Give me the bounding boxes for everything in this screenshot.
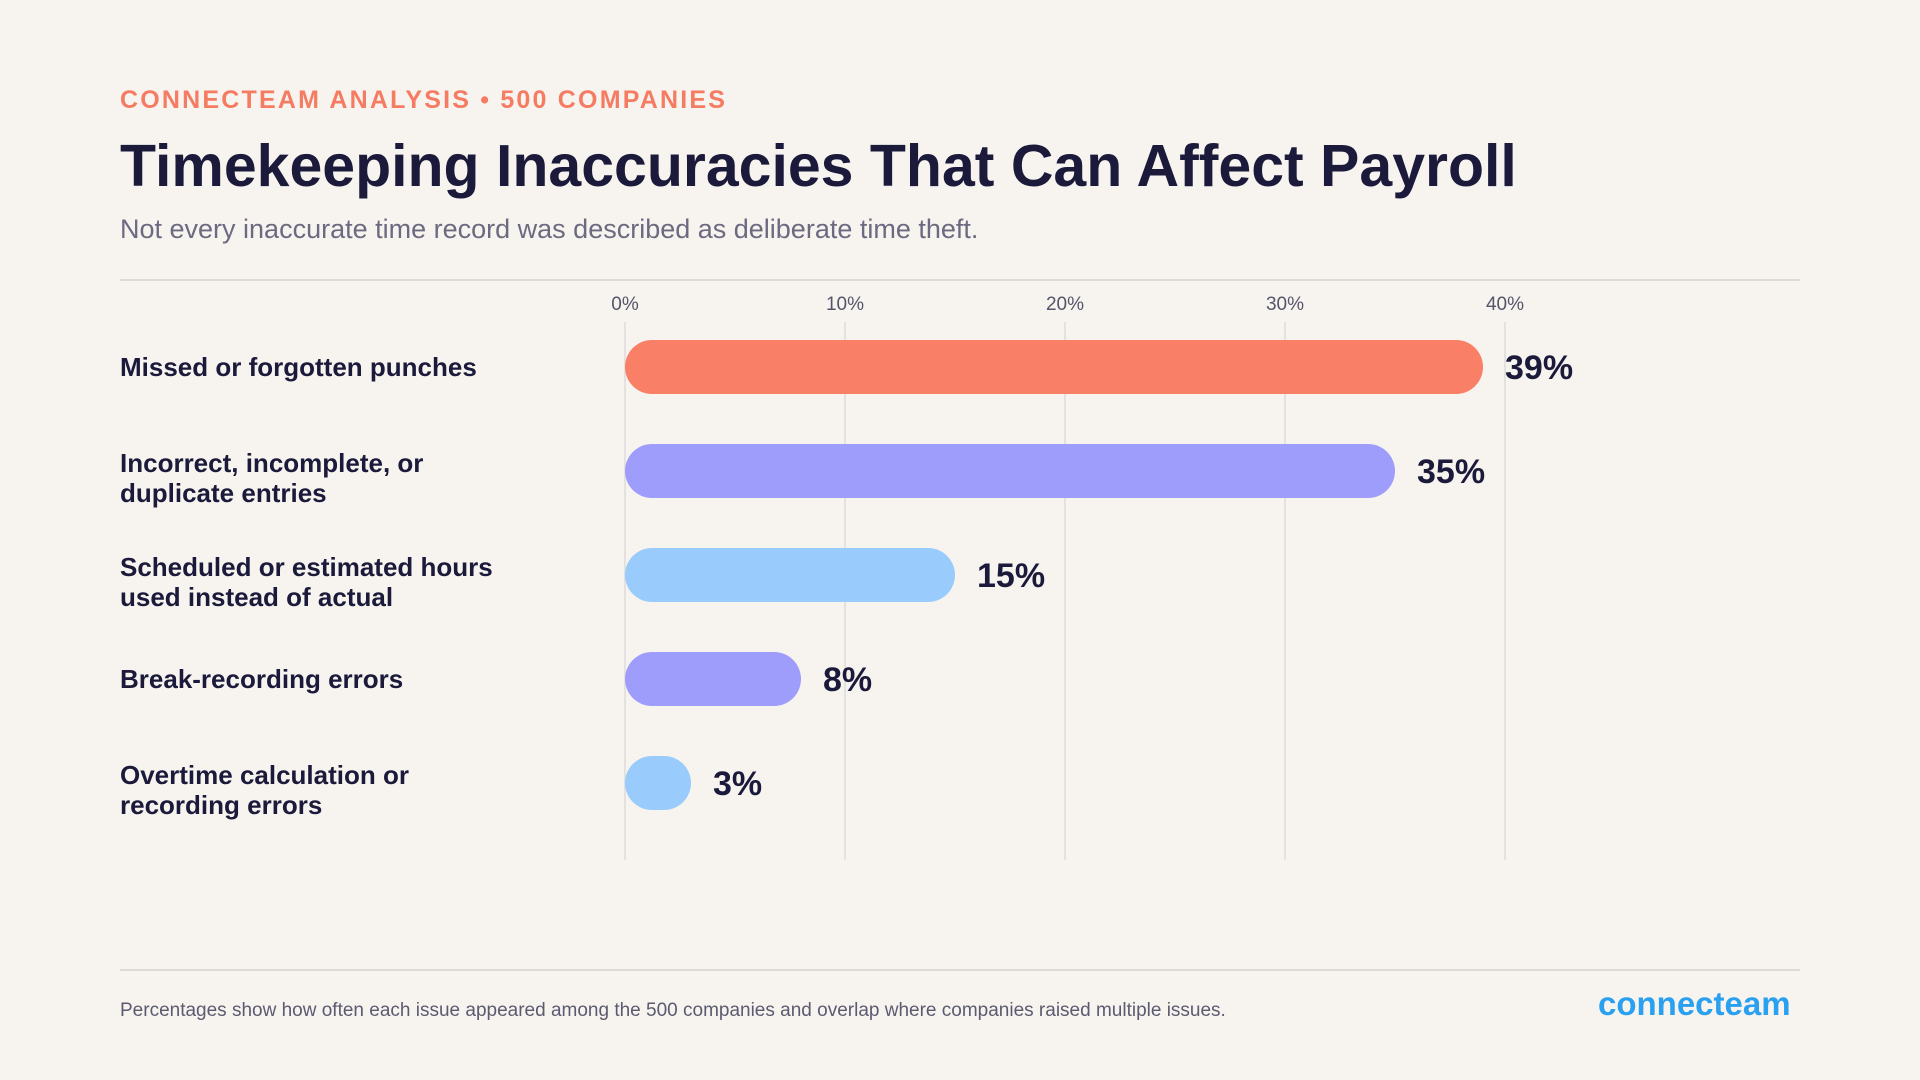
x-tick-label: 40% [1486, 294, 1524, 315]
category-label: Break-recording errors [120, 664, 403, 694]
x-tick-label: 30% [1266, 294, 1304, 315]
connecteam-logo: connecteam [1598, 985, 1791, 1022]
category-label: Overtime calculation or recording errors [120, 760, 409, 820]
logo-text: connecteam [1598, 985, 1791, 1022]
category-label: Incorrect, incomplete, or duplicate entri… [120, 448, 423, 508]
bar [625, 548, 955, 602]
bar [625, 444, 1395, 498]
value-label: 15% [977, 557, 1045, 595]
bottom-divider [120, 969, 1800, 971]
eyebrow-label: CONNECTEAM ANALYSIS • 500 COMPANIES [120, 86, 728, 114]
footnote: Percentages show how often each issue ap… [120, 1000, 1226, 1021]
page-subtitle: Not every inaccurate time record was des… [120, 214, 979, 244]
category-label: Missed or forgotten punches [120, 352, 477, 382]
category-label: Scheduled or estimated hours used instead… [120, 552, 493, 612]
value-label: 3% [713, 765, 762, 803]
value-label: 35% [1417, 453, 1485, 491]
bar [625, 340, 1483, 394]
x-tick-label: 20% [1046, 294, 1084, 315]
bar [625, 756, 691, 810]
x-tick-label: 10% [826, 294, 864, 315]
value-label: 39% [1505, 349, 1573, 387]
page-title: Timekeeping Inaccuracies That Can Affect… [120, 133, 1517, 199]
value-label: 8% [823, 661, 872, 699]
top-divider [120, 279, 1800, 281]
bar [625, 652, 801, 706]
x-tick-label: 0% [611, 294, 639, 315]
